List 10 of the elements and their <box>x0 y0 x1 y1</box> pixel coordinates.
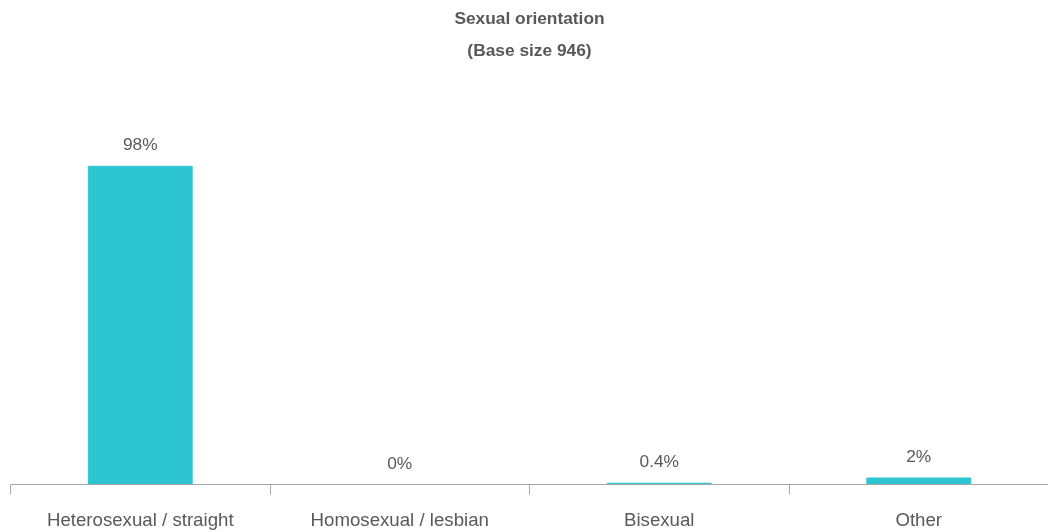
x-tick-label: Heterosexual / straight <box>46 508 235 530</box>
data-label: 0% <box>387 452 413 473</box>
data-label: 98% <box>122 134 158 155</box>
data-label: 2% <box>906 446 932 467</box>
x-tick-label: Homosexual / lesbian <box>310 508 489 530</box>
x-tick-label: Bisexual <box>623 508 695 530</box>
chart-title: Sexual orientation <box>454 7 605 28</box>
data-label: 0.4% <box>639 451 679 472</box>
x-tick-label: Other <box>895 508 943 530</box>
chart-subtitle: (Base size 946) <box>467 39 592 60</box>
